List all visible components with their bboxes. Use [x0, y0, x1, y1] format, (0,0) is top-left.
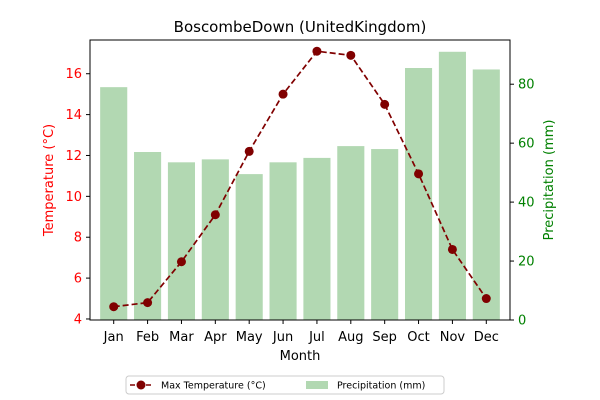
left-tick-label: 12: [65, 149, 82, 164]
x-tick-label: Jan: [103, 330, 124, 345]
left-tick-label: 16: [65, 67, 82, 82]
temperature-point-mar: [176, 257, 186, 267]
legend-bar-swatch: [306, 381, 328, 389]
legend-box: [125, 375, 445, 395]
precipitation-bar-feb: [134, 152, 162, 320]
temperature-point-oct: [414, 169, 424, 179]
x-tick-label: Jul: [308, 330, 325, 345]
left-axis-ticks: 4 6 8 10 12 14 16: [65, 67, 90, 327]
x-tick-label: May: [236, 330, 263, 345]
x-axis-ticks: Jan Feb Mar Apr May Jun Jul Aug Sep Oct Nov Dec: [103, 320, 499, 345]
left-axis-label: Temperature (°C): [42, 124, 57, 237]
precipitation-bar-jan: [100, 87, 128, 320]
right-tick-label: 0: [518, 314, 526, 329]
x-tick-label: Aug: [338, 330, 363, 345]
temperature-line: [109, 46, 491, 312]
chart-title: BoscombeDown (UnitedKingdom): [174, 18, 427, 36]
temperature-point-may: [244, 146, 254, 156]
legend: Max Temperature (°C) Precipitation (mm): [125, 375, 445, 395]
precipitation-bar-jul: [303, 157, 331, 320]
legend-entry-temperature: Max Temperature (°C): [161, 381, 266, 392]
temperature-point-feb: [143, 298, 153, 308]
x-tick-label: Apr: [204, 330, 227, 345]
x-tick-label: Mar: [169, 330, 194, 345]
right-tick-label: 60: [518, 137, 535, 152]
x-tick-label: Feb: [136, 330, 159, 345]
temperature-point-jul: [312, 46, 322, 56]
precipitation-bar-sep: [371, 149, 399, 320]
x-tick-label: Nov: [440, 330, 466, 345]
temperature-point-sep: [380, 99, 390, 109]
temperature-point-aug: [346, 50, 356, 60]
right-axis-ticks: 0 20 40 60 80: [510, 78, 535, 329]
x-tick-label: Dec: [474, 330, 499, 345]
left-tick-label: 4: [74, 312, 82, 327]
precipitation-bar-nov: [438, 51, 466, 320]
precipitation-bar-jun: [269, 162, 297, 320]
right-tick-label: 20: [518, 255, 535, 270]
precipitation-bar-apr: [201, 159, 229, 320]
x-axis-label: Month: [280, 349, 321, 364]
temperature-point-dec: [481, 294, 491, 304]
x-tick-label: Sep: [372, 330, 397, 345]
temperature-point-jan: [109, 302, 119, 312]
left-tick-label: 14: [65, 108, 82, 123]
temperature-series-line: [113, 50, 487, 308]
temperature-point-jun: [278, 89, 288, 99]
temperature-point-nov: [447, 244, 457, 254]
right-tick-label: 40: [518, 196, 535, 211]
precipitation-bar-mar: [167, 162, 195, 320]
precipitation-bar-aug: [337, 146, 365, 320]
x-tick-label: Oct: [407, 330, 429, 345]
left-tick-label: 8: [74, 231, 82, 246]
precipitation-bars: [100, 51, 500, 320]
right-tick-label: 80: [518, 78, 535, 93]
plot-area-frame: [89, 39, 511, 321]
precipitation-bar-may: [235, 174, 263, 320]
legend-entry-precipitation: Precipitation (mm): [337, 381, 425, 392]
x-tick-label: Jun: [272, 330, 293, 345]
temperature-point-apr: [210, 210, 220, 220]
precipitation-bar-dec: [472, 69, 500, 320]
legend-line-marker: [136, 380, 146, 390]
right-axis-label: Precipitation (mm): [542, 120, 557, 241]
left-tick-label: 10: [65, 190, 82, 205]
left-tick-label: 6: [74, 272, 82, 287]
